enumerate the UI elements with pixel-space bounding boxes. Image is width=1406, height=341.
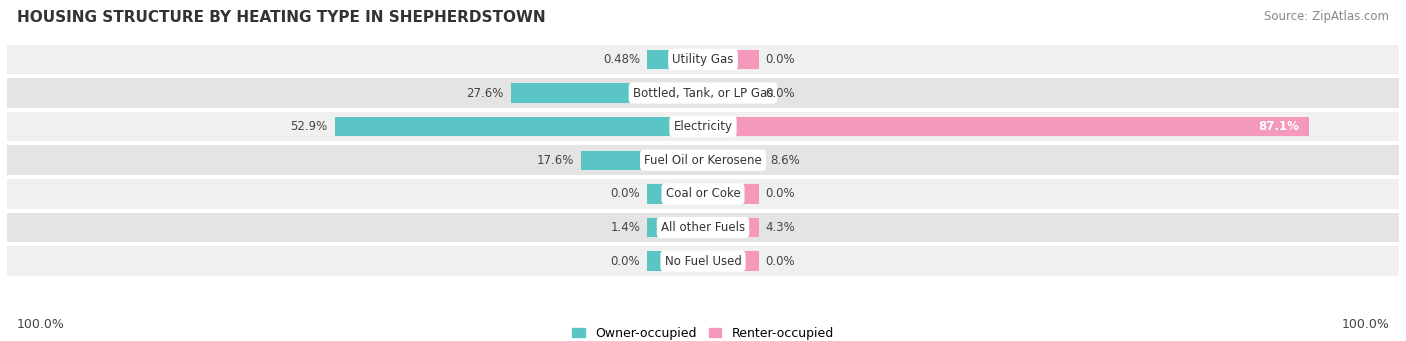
- Text: Source: ZipAtlas.com: Source: ZipAtlas.com: [1264, 10, 1389, 23]
- Bar: [703, 117, 1309, 136]
- Bar: [7, 112, 1399, 142]
- Text: 0.0%: 0.0%: [766, 255, 796, 268]
- Text: 8.6%: 8.6%: [770, 154, 800, 167]
- Bar: [703, 150, 763, 170]
- Text: Fuel Oil or Kerosene: Fuel Oil or Kerosene: [644, 154, 762, 167]
- Text: 27.6%: 27.6%: [467, 87, 503, 100]
- Text: 52.9%: 52.9%: [291, 120, 328, 133]
- Bar: [7, 45, 1399, 74]
- Bar: [7, 179, 1399, 209]
- Bar: [703, 50, 759, 69]
- Text: 4.3%: 4.3%: [766, 221, 796, 234]
- Text: 100.0%: 100.0%: [17, 318, 65, 331]
- Bar: [647, 50, 703, 69]
- Text: 0.48%: 0.48%: [603, 53, 640, 66]
- Text: 0.0%: 0.0%: [610, 255, 640, 268]
- Legend: Owner-occupied, Renter-occupied: Owner-occupied, Renter-occupied: [568, 322, 838, 341]
- Text: 0.0%: 0.0%: [766, 53, 796, 66]
- Bar: [7, 78, 1399, 108]
- Text: 1.4%: 1.4%: [610, 221, 640, 234]
- Bar: [647, 218, 703, 237]
- Text: HOUSING STRUCTURE BY HEATING TYPE IN SHEPHERDSTOWN: HOUSING STRUCTURE BY HEATING TYPE IN SHE…: [17, 10, 546, 25]
- Text: 87.1%: 87.1%: [1258, 120, 1299, 133]
- Bar: [703, 251, 759, 271]
- Bar: [647, 184, 703, 204]
- Bar: [510, 83, 703, 103]
- Bar: [703, 218, 759, 237]
- Bar: [335, 117, 703, 136]
- Text: Bottled, Tank, or LP Gas: Bottled, Tank, or LP Gas: [633, 87, 773, 100]
- Text: All other Fuels: All other Fuels: [661, 221, 745, 234]
- Bar: [703, 83, 759, 103]
- Text: Utility Gas: Utility Gas: [672, 53, 734, 66]
- Bar: [703, 184, 759, 204]
- Text: 0.0%: 0.0%: [610, 188, 640, 201]
- Text: 0.0%: 0.0%: [766, 87, 796, 100]
- Bar: [581, 150, 703, 170]
- Text: 100.0%: 100.0%: [1341, 318, 1389, 331]
- Bar: [7, 213, 1399, 242]
- Bar: [7, 246, 1399, 276]
- Text: 17.6%: 17.6%: [536, 154, 574, 167]
- Text: 0.0%: 0.0%: [766, 188, 796, 201]
- Bar: [7, 146, 1399, 175]
- Text: Coal or Coke: Coal or Coke: [665, 188, 741, 201]
- Bar: [647, 251, 703, 271]
- Text: No Fuel Used: No Fuel Used: [665, 255, 741, 268]
- Text: Electricity: Electricity: [673, 120, 733, 133]
